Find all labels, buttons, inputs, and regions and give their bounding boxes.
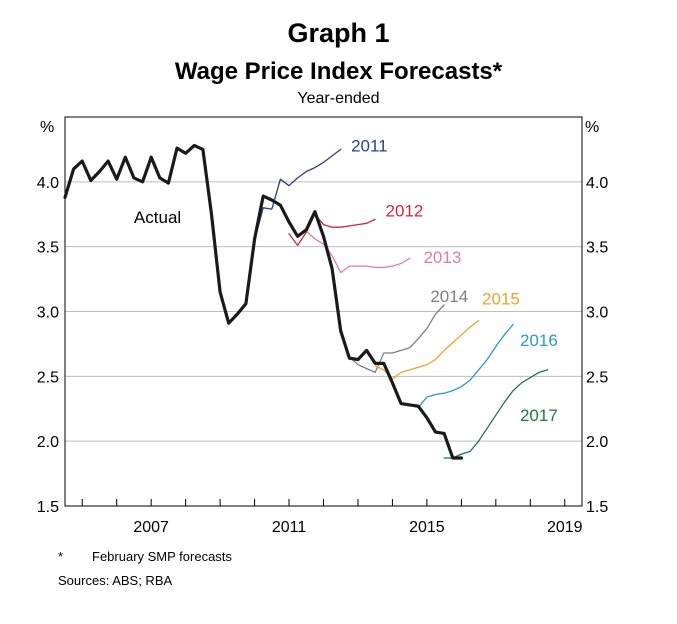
y-tick-label-left: 3.0: [37, 305, 59, 322]
series-label-2015: 2015: [482, 290, 520, 309]
x-tick-label: 2015: [409, 519, 445, 536]
y-tick-label-left: 4.0: [37, 175, 59, 192]
y-tick-label-right: 1.5: [586, 499, 608, 516]
series-label-2016: 2016: [520, 331, 558, 350]
series-line-2011: [253, 148, 342, 241]
series-label-2012: 2012: [386, 201, 424, 220]
sources-note: Sources: ABS; RBA: [58, 573, 173, 588]
chart-subtitle: Year-ended: [297, 90, 380, 107]
y-tick-label-left: 2.0: [37, 434, 59, 451]
series-line-2017: [443, 369, 549, 459]
y-tick-label-left: 1.5: [37, 499, 59, 516]
graph-number: Graph 1: [287, 18, 390, 48]
y-tick-label-right: 4.0: [586, 175, 608, 192]
y-tick-label-right: 2.0: [586, 434, 608, 451]
axes: 1.5 1.5 2.0 2.0 2.5 2.5 3.0 3.0 3.5 3.5 4.0 4.0% % 20…: [37, 119, 609, 536]
y-tick-label-left: 3.5: [37, 240, 59, 257]
y-tick-label-right: 2.5: [586, 369, 608, 386]
y-tick-label-right: 3.0: [586, 305, 608, 322]
x-tick-label: 2007: [133, 519, 169, 536]
series-line-2013: [305, 230, 411, 274]
gridlines: [65, 181, 582, 442]
y-unit-right: %: [585, 119, 599, 136]
series-line-actual: [63, 143, 463, 460]
y-tick-label-right: 3.5: [586, 240, 608, 257]
series-line-2016: [409, 323, 514, 409]
series-labels: Actual 2011 2012 2013 2014 2015 2016 2017: [134, 137, 558, 426]
y-unit-left: %: [40, 119, 54, 136]
footnote-symbol: *: [58, 549, 64, 564]
series-label-2014: 2014: [430, 287, 468, 306]
footnote-text: February SMP forecasts: [92, 549, 232, 564]
x-tick-label: 2019: [547, 519, 583, 536]
series-label-2017: 2017: [520, 406, 558, 425]
series-label-actual: Actual: [134, 208, 181, 227]
chart-title: Wage Price Index Forecasts*: [174, 58, 503, 85]
series-line-2014: [340, 304, 445, 374]
y-tick-label-left: 2.5: [37, 369, 59, 386]
series-line-2012: [288, 213, 376, 247]
x-tick-label: 2011: [272, 519, 307, 536]
series-label-2013: 2013: [423, 248, 461, 267]
series-lines: [63, 143, 549, 460]
series-label-2011: 2011: [351, 137, 388, 156]
